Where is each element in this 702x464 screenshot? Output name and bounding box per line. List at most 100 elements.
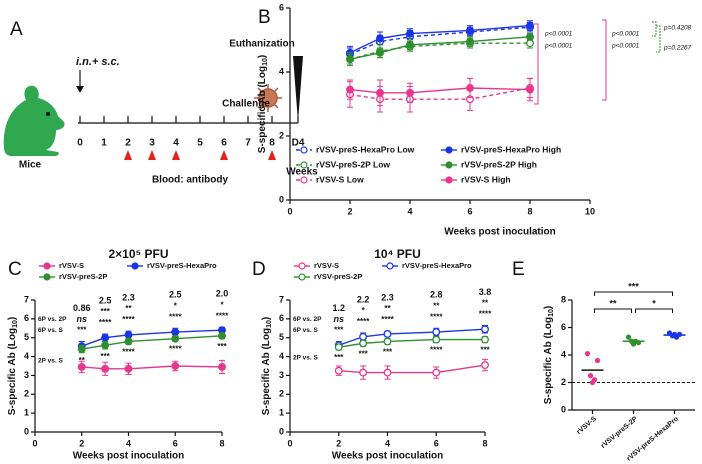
fold-change: 2.5	[99, 295, 112, 305]
data-point	[625, 334, 632, 340]
y-tick-label: 6	[24, 313, 29, 323]
data-point	[77, 345, 86, 353]
data-point	[376, 88, 384, 97]
data-point	[594, 357, 601, 364]
data-point	[376, 34, 384, 43]
data-point	[124, 337, 133, 346]
y-tick-label: 8	[561, 294, 566, 304]
x-tick-label: 2	[336, 438, 341, 448]
x-tick-label: 10	[585, 206, 595, 216]
data-point	[432, 335, 441, 344]
significance: ***	[334, 353, 344, 362]
p-value: p<0.0001	[611, 31, 640, 38]
bracket	[602, 19, 607, 101]
x-tick-label: 4	[126, 438, 131, 448]
legend-label: rVSV-preS-HexaPro Low	[316, 144, 415, 154]
legend-label: rVSV-preS-HexaPro	[147, 261, 217, 270]
significance: ***	[100, 352, 110, 361]
data-point	[526, 21, 534, 30]
data-point	[587, 373, 594, 379]
x-tick-label: 6	[467, 206, 472, 216]
line-chart: 0 2 4 6 0 2 4 6 8 10 Weeks post inoculation S-speci…	[257, 2, 692, 237]
y-axis-label-part: 10	[12, 320, 19, 328]
fold-change: 2.5	[169, 290, 182, 300]
data-point	[334, 366, 343, 375]
y-tick-label: 5	[279, 332, 284, 342]
fold-change: 2.0	[216, 289, 229, 299]
data-point	[466, 84, 474, 92]
y-tick-label: 0	[561, 404, 566, 414]
significance: ns	[333, 314, 344, 324]
data-point	[376, 48, 384, 57]
panel-label: E	[512, 259, 525, 280]
x-tick-label: 4	[407, 206, 412, 216]
y-tick-label: 2	[561, 377, 566, 387]
bracket	[652, 21, 657, 37]
data-point	[124, 364, 133, 373]
fold-change: 3.8	[479, 287, 492, 297]
legend-label: rVSV-preS-2P	[59, 272, 107, 281]
data-point	[383, 329, 392, 338]
mouse-eye	[46, 112, 50, 116]
y-axis-label-part: S-specific Ab (Log	[543, 317, 554, 404]
x-tick-label: 2	[79, 438, 84, 448]
p-value: p=0.4208	[663, 25, 692, 32]
data-point	[526, 32, 534, 41]
data-point	[346, 85, 354, 94]
comparison-label: 6P vs. S	[293, 327, 318, 334]
legend-marker	[445, 161, 453, 169]
y-axis-label: S-specific Ab (Log10)	[543, 306, 556, 405]
fold-change: 2.3	[122, 292, 135, 302]
legend-marker	[43, 262, 51, 270]
data-point	[77, 362, 86, 371]
bracket	[635, 308, 673, 313]
fold-change: 1.2	[332, 303, 345, 313]
p-value: p=0.2267	[663, 45, 692, 52]
week-label: 2	[125, 138, 131, 149]
data-point	[101, 364, 110, 373]
week-label: 4	[173, 138, 179, 149]
data-point	[584, 351, 591, 357]
y-tick-label: 3	[279, 370, 284, 380]
panel-label: A	[10, 19, 23, 40]
legend-marker	[386, 262, 394, 270]
comparison-label: 2P vs. S	[293, 355, 318, 362]
significance: ***	[100, 307, 110, 316]
y-tick-label: 0	[279, 194, 284, 204]
significance: **	[384, 304, 391, 313]
data-point	[481, 335, 489, 344]
significance: ****	[430, 346, 443, 355]
y-axis-label-part: 10	[262, 58, 269, 66]
timeline: 0 1 2 3 4 5 6 7 8 D4 i.n.+ s.c. Mice Weeks Challenge E…	[19, 39, 318, 186]
y-axis-label-part: )	[261, 317, 272, 320]
data-point	[406, 29, 414, 38]
significance: ****	[169, 312, 182, 321]
legend-marker	[445, 146, 453, 154]
significance: ****	[357, 317, 370, 326]
chart-title: 10⁴ PFU	[374, 247, 421, 261]
y-tick-label: 0	[24, 426, 29, 436]
chart-title: 2×10⁵ PFU	[109, 247, 169, 261]
x-tick-label: 0	[287, 438, 292, 448]
significance: ****	[479, 310, 492, 319]
week-label: 6	[221, 138, 227, 149]
week-label: 1	[101, 138, 107, 149]
legend-label: rVSV-preS-2P High	[461, 159, 537, 169]
significance: ****	[381, 315, 394, 324]
data-point	[218, 362, 226, 371]
blood-draw	[124, 150, 132, 160]
blood-draw	[220, 150, 228, 160]
legend-label: rVSV-S High	[461, 174, 511, 184]
data-point	[526, 85, 534, 94]
legend-label: rVSV-preS-HexaPro High	[461, 144, 561, 154]
data-point	[481, 361, 489, 370]
comparison-label: 6P vs. S	[38, 327, 63, 334]
panel-label: B	[258, 7, 271, 28]
y-tick-label: 5	[24, 332, 29, 342]
significance: **	[482, 299, 489, 308]
bracket	[656, 25, 661, 53]
y-tick-label: 3	[24, 370, 29, 380]
data-point	[466, 26, 474, 35]
y-tick-label: 4	[279, 66, 284, 76]
legend-label: rVSV-S	[59, 261, 84, 270]
